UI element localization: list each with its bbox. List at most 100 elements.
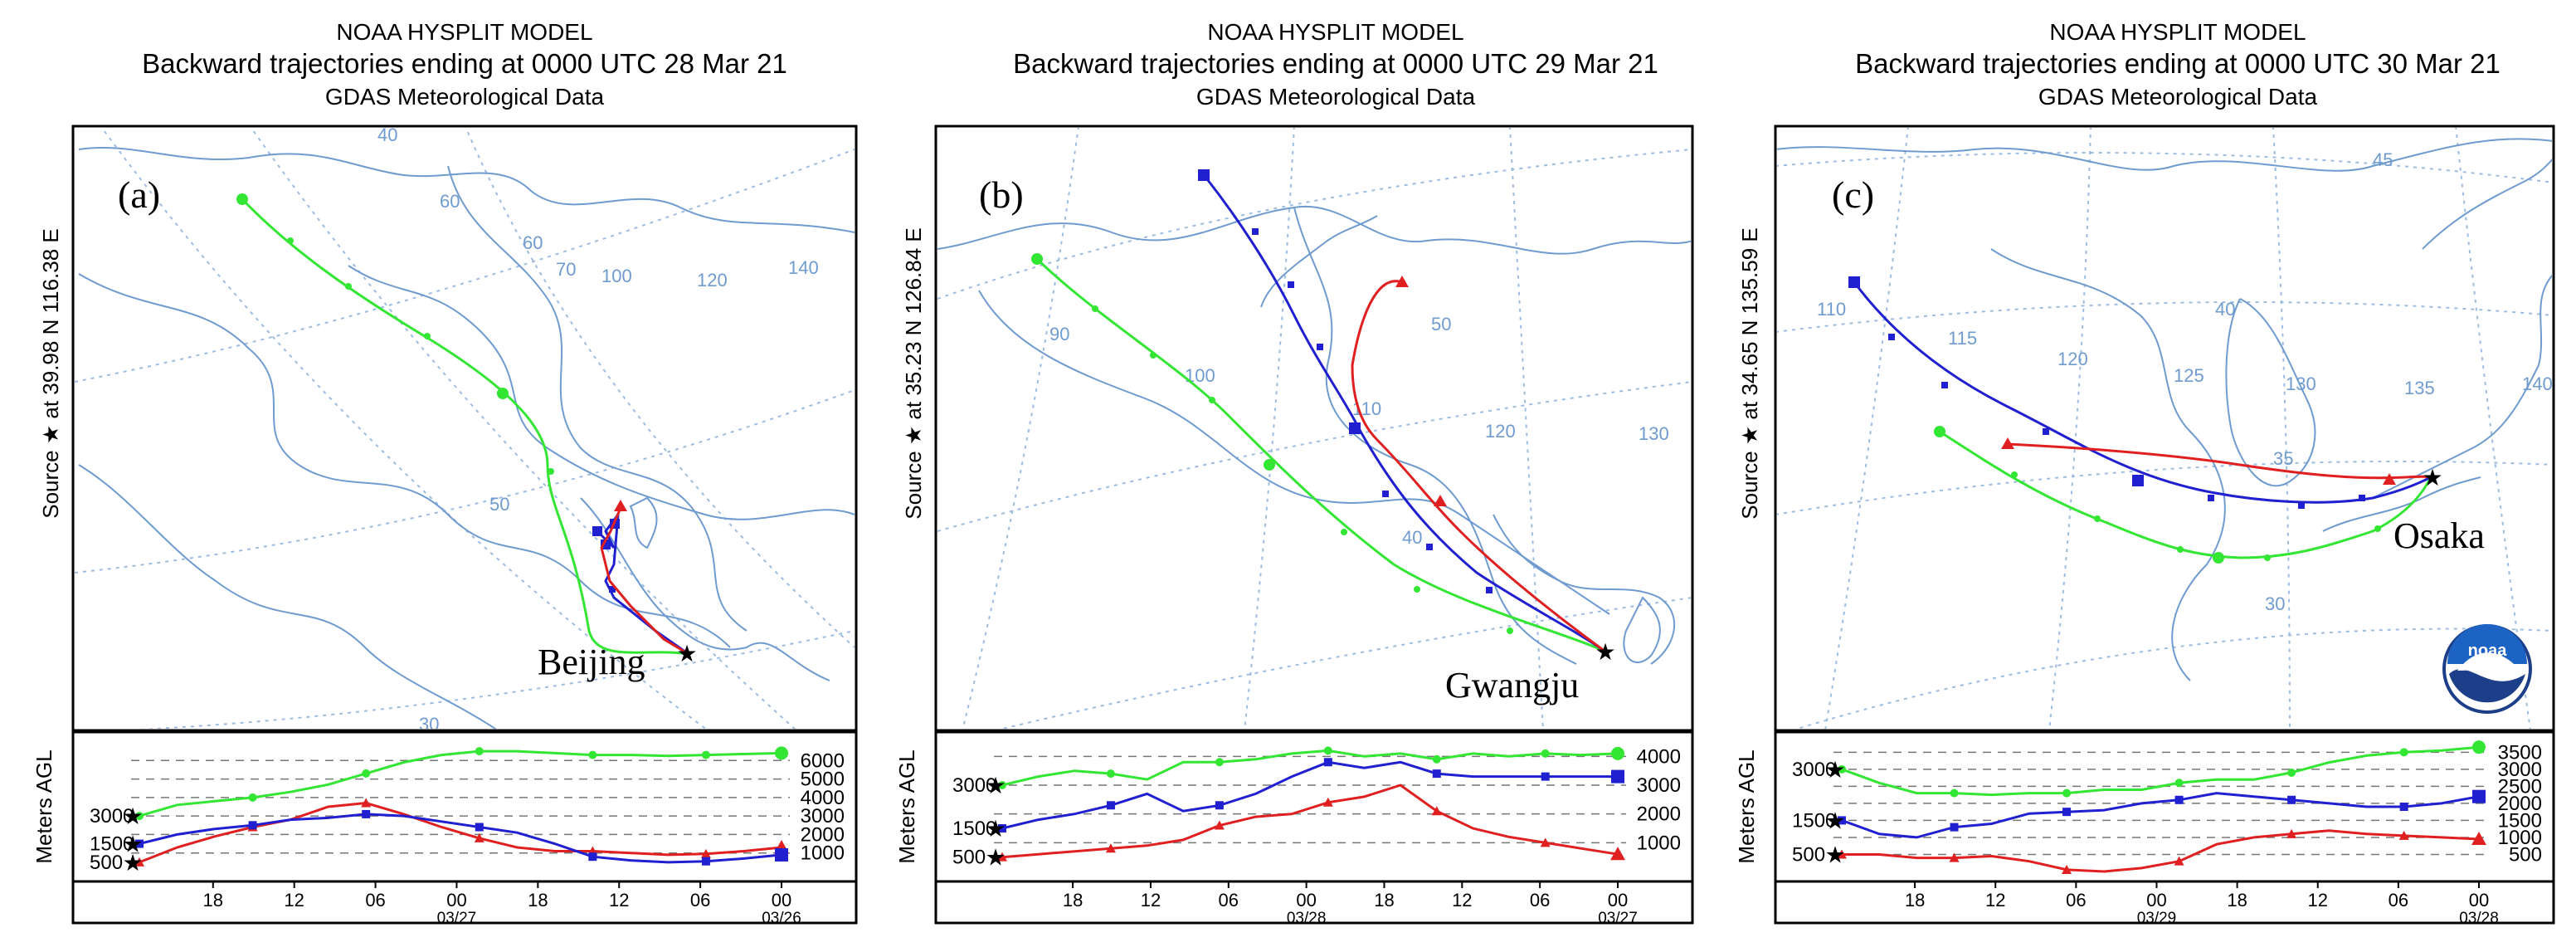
series-marker: [135, 812, 144, 821]
time-tick-label: 00: [2469, 890, 2489, 911]
series-marker: [362, 809, 371, 818]
series-marker: [1431, 806, 1442, 816]
map-label: 35: [2273, 448, 2293, 469]
time-tick-label: 18: [2227, 890, 2247, 911]
time-tick-label: 06: [1530, 890, 1550, 911]
left-tick-label: 500: [90, 852, 123, 874]
title-line-2: Backward trajectories ending at 0000 UTC…: [1855, 48, 2501, 79]
map-frame: [934, 124, 1694, 732]
trajectory-point: [287, 237, 294, 244]
trajectory-point: [2374, 525, 2381, 532]
border: [447, 165, 747, 632]
map-label: 45: [2373, 149, 2393, 170]
date-label: 03/28: [2459, 910, 2499, 927]
right-tick-label: 500: [2509, 843, 2542, 866]
time-tick-label: 06: [1219, 890, 1239, 911]
ylabel-meters-agl: Meters AGL: [1734, 749, 1759, 863]
trajectory-point: [2043, 428, 2049, 435]
ylabel-meters-agl: Meters AGL: [32, 749, 56, 863]
series-marker: [1949, 852, 1960, 862]
right-tick-label: 3500: [2498, 741, 2542, 764]
left-tick-label: 1500: [1792, 809, 1836, 832]
time-axis-frame: [71, 880, 858, 925]
time-tick-label: 12: [609, 890, 629, 911]
right-tick-label: 1500: [2498, 809, 2542, 832]
trajectory-point: [424, 333, 431, 339]
title-line-1: NOAA HYSPLIT MODEL: [336, 19, 592, 45]
source-star: ★: [2422, 465, 2442, 491]
series-end-marker: [2472, 740, 2486, 754]
series-line-green: [1841, 745, 2480, 797]
trajectory-point: [1209, 397, 1215, 403]
map-label: 115: [1948, 328, 1977, 349]
time-tick-label: 06: [690, 890, 710, 911]
series-marker: [2398, 830, 2409, 840]
trajectory-point: [1198, 169, 1210, 181]
series-marker: [998, 781, 1006, 789]
start-star: ★: [122, 850, 143, 876]
trajectory-point: [1264, 459, 1275, 471]
map-label: 40: [1402, 527, 1422, 548]
series-end-marker: [1611, 769, 1624, 784]
series-line-blue: [1841, 792, 2480, 839]
map-label: 30: [2265, 593, 2285, 614]
trajectory-point: [1486, 587, 1493, 593]
right-tick-label: 2500: [2498, 775, 2542, 798]
lat-line: [999, 597, 1691, 729]
trajectory-point: [1434, 495, 1447, 506]
map-label: 135: [2404, 378, 2435, 398]
trajectory-point: [1848, 276, 1860, 288]
right-tick-label: 2000: [801, 823, 845, 846]
start-star: ★: [122, 803, 143, 829]
series-marker: [1541, 749, 1550, 758]
series-end-marker: [1611, 746, 1624, 760]
right-tick-label: 1000: [2498, 827, 2542, 849]
right-tick-label: 5000: [801, 769, 845, 791]
start-star: ★: [985, 816, 1006, 842]
panel-b: NOAA HYSPLIT MODEL Backward trajectories…: [901, 19, 1694, 732]
map-label: 130: [1639, 423, 1669, 444]
series-marker: [1950, 823, 1959, 832]
coastline: [78, 146, 855, 233]
series-marker: [248, 793, 257, 802]
map-layer: 90 100 50 110 120 130 40: [937, 128, 1691, 729]
right-tick-label: 3000: [1637, 774, 1681, 797]
series-marker: [1950, 788, 1959, 798]
right-tick-label: 6000: [801, 749, 845, 772]
series-marker: [2399, 803, 2408, 811]
lon-line: [1824, 128, 1909, 729]
map-layer: 45 110 115 120 40 125 130 135 140 35 30: [1777, 128, 2552, 729]
time-tick-label: 06: [2389, 890, 2408, 911]
map-label: 130: [2286, 373, 2316, 394]
coastline: [1493, 514, 1675, 665]
map-label: 50: [489, 494, 509, 515]
trajectory-point: [2177, 546, 2184, 553]
series-marker: [1838, 764, 1846, 774]
map-label: 120: [697, 270, 728, 290]
source-star: ★: [676, 641, 697, 666]
trajectory-point: [2359, 495, 2365, 501]
trajectory-point: [1092, 305, 1098, 312]
time-tick-label: 12: [1141, 890, 1161, 911]
trajectory-point: [1941, 382, 1948, 388]
map-frame: [71, 124, 858, 732]
left-tick-label: 1500: [952, 818, 996, 840]
city-label: Gwangju: [1445, 665, 1579, 705]
series-marker: [2062, 808, 2072, 817]
start-star: ★: [122, 832, 143, 857]
series-marker: [2062, 864, 2072, 874]
title-line-3: GDAS Meteorological Data: [1196, 84, 1476, 110]
panel-a: NOAA HYSPLIT MODEL Backward trajectories…: [38, 19, 858, 732]
series-marker: [362, 769, 371, 778]
height-profile-c: 3500300025002000150010005003000150050018…: [1734, 730, 2555, 927]
trajectory-3000m: [241, 198, 689, 656]
time-tick-label: 06: [2066, 890, 2086, 911]
map-label: 120: [2057, 349, 2088, 369]
trajectory-point: [2383, 473, 2396, 485]
trajectory-point: [2213, 552, 2224, 564]
time-tick-label: 12: [2307, 890, 2327, 911]
source-star: ★: [1595, 639, 1615, 665]
series-marker: [997, 852, 1007, 862]
source-label: Source ★ at 39.98 N 116.38 E: [38, 228, 63, 519]
